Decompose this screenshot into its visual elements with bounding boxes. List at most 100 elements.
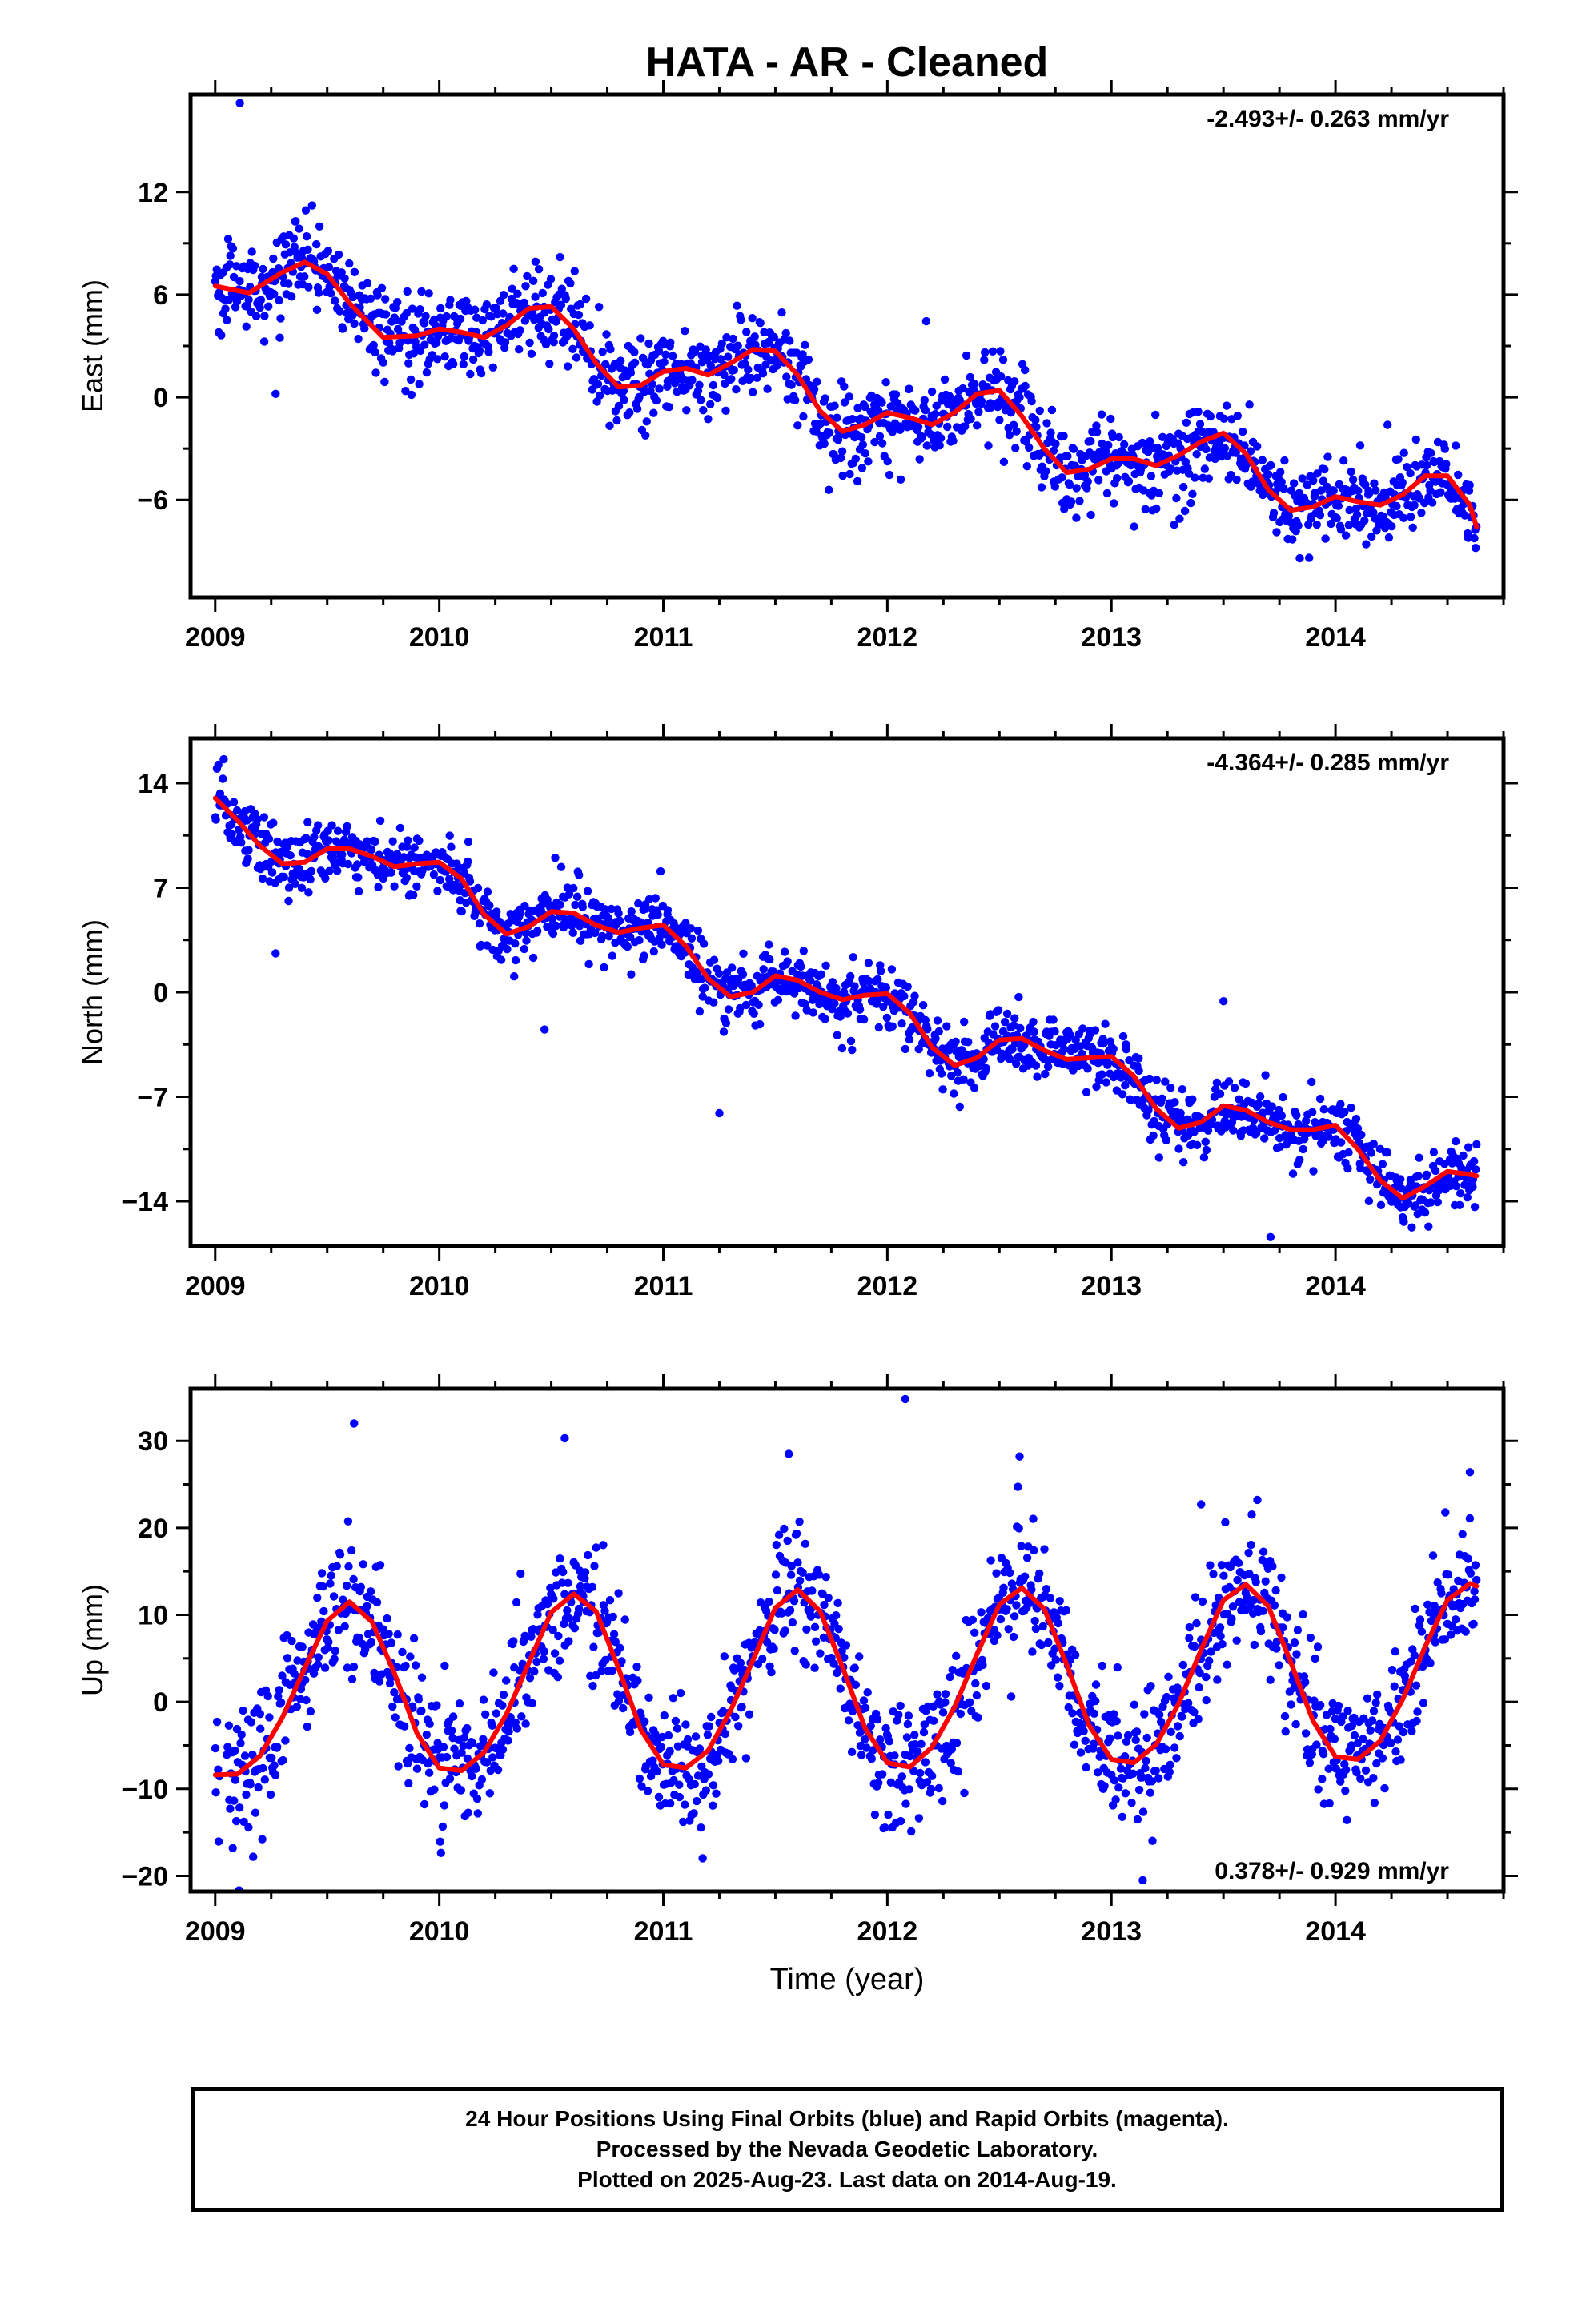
- data-point: [1279, 1092, 1287, 1102]
- x-tick-label: 2011: [634, 1916, 693, 1947]
- data-point: [832, 983, 841, 993]
- data-point: [781, 1626, 789, 1635]
- data-point: [773, 995, 783, 1005]
- data-point: [1213, 1675, 1222, 1684]
- data-point: [616, 356, 625, 365]
- data-point: [481, 1710, 490, 1719]
- data-point: [1466, 1569, 1476, 1578]
- data-point: [870, 437, 879, 447]
- data-point: [1195, 420, 1205, 428]
- data-point: [521, 929, 531, 938]
- data-point: [532, 1657, 541, 1667]
- outlier-point: [785, 1449, 793, 1458]
- data-point: [1387, 522, 1396, 531]
- data-point: [1446, 1630, 1456, 1639]
- data-point: [855, 1005, 865, 1014]
- data-point: [855, 1652, 864, 1661]
- data-point: [538, 288, 547, 298]
- data-point: [1298, 474, 1307, 483]
- data-point: [652, 1767, 661, 1776]
- data-point: [1326, 1724, 1335, 1734]
- data-point: [1258, 456, 1267, 464]
- data-point: [919, 1727, 929, 1737]
- data-point: [821, 1573, 830, 1582]
- data-point: [1464, 533, 1473, 542]
- data-point: [1110, 1710, 1118, 1719]
- data-point: [1334, 501, 1343, 510]
- data-point: [721, 406, 730, 415]
- data-point: [686, 924, 696, 933]
- data-point: [388, 837, 397, 846]
- data-point: [1192, 1618, 1201, 1628]
- data-point: [1343, 1707, 1352, 1715]
- data-point: [1006, 1055, 1014, 1063]
- data-point: [279, 1755, 287, 1765]
- data-point: [1252, 1128, 1261, 1138]
- data-point: [1130, 1700, 1139, 1709]
- data-point: [1181, 457, 1191, 466]
- data-point: [1098, 1661, 1106, 1671]
- data-point: [666, 1799, 675, 1808]
- data-point: [1097, 410, 1106, 419]
- outlier-point: [540, 1025, 549, 1034]
- data-point: [634, 899, 643, 908]
- up-data-points: [211, 1394, 1481, 1892]
- data-point: [772, 361, 781, 370]
- data-point: [324, 836, 333, 845]
- data-point: [644, 895, 654, 904]
- data-point: [549, 338, 558, 347]
- data-point: [478, 316, 487, 325]
- data-point: [994, 1006, 1003, 1015]
- data-point: [665, 1747, 674, 1755]
- data-point: [1146, 472, 1156, 480]
- data-point: [440, 1801, 449, 1810]
- data-point: [1272, 528, 1281, 537]
- data-point: [1411, 1604, 1419, 1614]
- data-point: [882, 1013, 892, 1023]
- data-point: [1124, 476, 1134, 486]
- data-point: [1178, 1660, 1188, 1670]
- data-point: [1123, 1731, 1133, 1740]
- data-point: [992, 1569, 1001, 1578]
- data-point: [873, 1715, 882, 1724]
- data-point: [557, 284, 566, 293]
- data-point: [636, 918, 645, 927]
- data-point: [387, 868, 396, 877]
- data-point: [1343, 1164, 1352, 1173]
- data-point: [520, 1631, 529, 1640]
- data-point: [1380, 1783, 1389, 1793]
- data-point: [1442, 460, 1451, 468]
- data-point: [396, 823, 405, 833]
- data-point: [463, 1723, 472, 1733]
- data-point: [1306, 1633, 1315, 1642]
- data-point: [1122, 1045, 1131, 1054]
- data-point: [275, 333, 284, 342]
- data-point: [867, 1755, 877, 1763]
- data-point: [360, 324, 369, 333]
- data-point: [1066, 497, 1076, 506]
- data-point: [741, 1754, 751, 1763]
- data-point: [504, 1736, 512, 1745]
- data-point: [483, 887, 492, 896]
- data-point: [1267, 1102, 1276, 1111]
- data-point: [255, 1710, 265, 1719]
- data-point: [1406, 468, 1415, 478]
- data-point: [415, 380, 424, 388]
- data-point: [940, 375, 950, 384]
- data-point: [592, 1671, 600, 1680]
- data-point: [366, 294, 375, 303]
- data-point: [720, 1652, 729, 1661]
- data-point: [721, 1729, 729, 1739]
- data-point: [1035, 1569, 1044, 1578]
- data-point: [980, 356, 989, 364]
- data-point: [602, 330, 611, 339]
- data-point: [931, 1034, 940, 1043]
- data-point: [857, 1751, 866, 1759]
- data-point: [648, 1756, 657, 1765]
- data-point: [824, 1594, 833, 1602]
- data-point: [690, 348, 700, 356]
- data-point: [404, 836, 412, 845]
- data-point: [1299, 1144, 1307, 1154]
- data-point: [1224, 1077, 1234, 1086]
